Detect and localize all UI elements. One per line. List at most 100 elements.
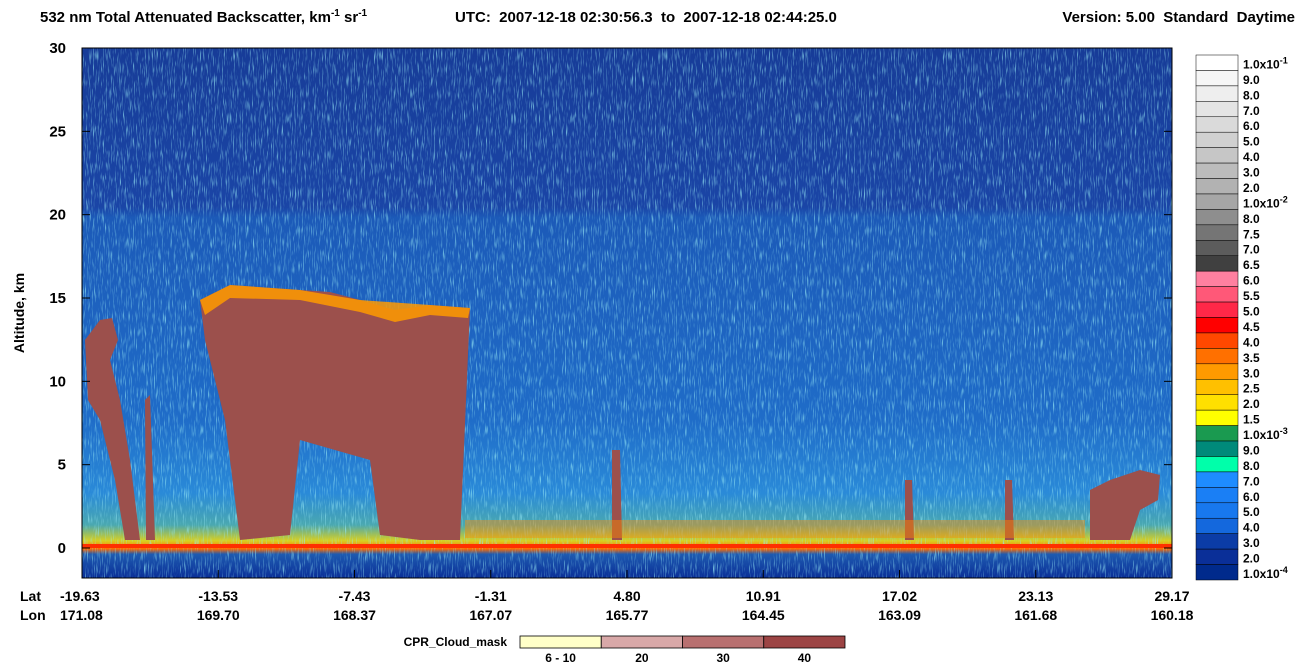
colorbar-label: 7.0: [1243, 474, 1260, 488]
y-tick-label: 30: [49, 40, 66, 57]
colorbar-exponent: -4: [1280, 565, 1288, 575]
colorbar-swatch: [1195, 317, 1239, 334]
surface-line: [82, 544, 1172, 548]
colorbar-swatch: [1195, 440, 1239, 457]
colorbar-label: 6.0: [1243, 274, 1260, 288]
colorbar-label: 5.0: [1243, 305, 1260, 319]
lon-tick-label: 160.18: [1151, 607, 1194, 623]
colorbar-label: 9.0: [1243, 73, 1260, 87]
colorbar-label: 5.0: [1243, 505, 1260, 519]
colorbar-exponent: -2: [1280, 194, 1288, 204]
colorbar-swatch: [1195, 162, 1239, 179]
colorbar-swatch: [1195, 301, 1239, 318]
colorbar-swatch: [1195, 240, 1239, 256]
colorbar-label: 7.5: [1243, 227, 1260, 241]
colorbar-label: 3.0: [1243, 536, 1260, 550]
colorbar-label: 6.0: [1243, 490, 1260, 504]
colorbar-label: 4.0: [1243, 335, 1260, 349]
colorbar-label: 5.0: [1243, 135, 1260, 149]
lon-tick-label: 169.70: [197, 607, 240, 623]
colorbar-swatch: [1195, 471, 1239, 488]
y-tick-label: 5: [58, 457, 66, 474]
colorbar-swatch: [1195, 502, 1239, 519]
colorbar-swatch: [1195, 270, 1239, 287]
lon-tick-label: 167.07: [469, 607, 512, 623]
lon-tick-label: 161.68: [1014, 607, 1057, 623]
colorbar-swatch: [1195, 487, 1239, 504]
cloud-mask-label: 20: [635, 651, 649, 665]
colorbar-swatch: [1195, 379, 1239, 395]
colorbar-label: 4.0: [1243, 521, 1260, 535]
colorbar-swatch: [1195, 564, 1239, 581]
colorbar-exponent: -3: [1280, 426, 1288, 436]
colorbar-label: 1.5: [1243, 413, 1260, 427]
colorbar-label: 8.0: [1243, 212, 1260, 226]
colorbar-swatch: [1195, 533, 1239, 550]
colorbar-label: 8.0: [1243, 459, 1260, 473]
colorbar-label: 1.0x10-1: [1243, 55, 1288, 71]
boundary-layer: [465, 520, 1085, 538]
y-tick-label: 25: [49, 123, 66, 140]
lat-tick-label: 10.91: [746, 588, 781, 604]
colorbar-label: 3.5: [1243, 351, 1260, 365]
colorbar-label: 4.5: [1243, 320, 1260, 334]
cloud-mask-swatch: [600, 635, 683, 649]
cloud-mask-label: 40: [798, 651, 812, 665]
y-tick-label: 10: [49, 373, 66, 390]
lat-tick-label: -19.63: [60, 588, 100, 604]
colorbar-label: 5.5: [1243, 289, 1260, 303]
colorbar-label: 1.0x10-3: [1243, 426, 1288, 442]
colorbar-swatch: [1195, 286, 1239, 303]
cloud-mask-swatch: [763, 635, 846, 649]
lon-label: Lon: [20, 607, 46, 623]
colorbar-swatch: [1195, 517, 1239, 534]
y-tick-label: 15: [49, 290, 66, 307]
plot-field: [82, 48, 1172, 578]
colorbar-label: 8.0: [1243, 88, 1260, 102]
title-sup: -1: [358, 8, 367, 19]
colorbar-label: 2.0: [1243, 181, 1260, 195]
colorbar-mantissa: 1.0x10: [1243, 567, 1280, 581]
colorbar-mantissa: 1.0x10: [1243, 57, 1280, 71]
colorbar-swatch: [1195, 193, 1239, 210]
colorbar-swatch: [1195, 394, 1239, 411]
lon-tick-label: 168.37: [333, 607, 376, 623]
colorbar-swatch: [1195, 332, 1239, 349]
colorbar-swatch: [1195, 101, 1239, 118]
lat-tick-label: 29.17: [1154, 588, 1189, 604]
colorbar-label: 2.0: [1243, 397, 1260, 411]
colorbar-label: 7.0: [1243, 104, 1260, 118]
colorbar-swatch: [1195, 224, 1239, 241]
colorbar-swatch: [1195, 348, 1239, 365]
lon-tick-label: 165.77: [606, 607, 649, 623]
title-part: 532 nm Total Attenuated Backscatter, km: [40, 9, 331, 26]
y-tick-label: 20: [49, 207, 66, 224]
colorbar-swatch: [1195, 131, 1239, 148]
colorbar-swatch: [1195, 178, 1239, 195]
lat-tick-label: -1.31: [475, 588, 507, 604]
colorbar-swatch: [1195, 363, 1239, 380]
colorbar-label: 6.5: [1243, 258, 1260, 272]
colorbar-label: 2.5: [1243, 382, 1260, 396]
lat-label: Lat: [20, 588, 41, 604]
colorbar-swatch: [1195, 54, 1239, 71]
lat-tick-label: 23.13: [1018, 588, 1053, 604]
colorbar-swatch: [1195, 209, 1239, 226]
colorbar-mantissa: 1.0x10: [1243, 428, 1280, 442]
colorbar-swatch: [1195, 425, 1239, 442]
colorbar-swatch: [1195, 548, 1239, 565]
colorbar-label: 1.0x10-2: [1243, 194, 1288, 210]
cloud-tops: [200, 285, 470, 322]
colorbar-swatch: [1195, 409, 1239, 426]
colorbar-swatch: [1195, 255, 1239, 272]
colorbar-label: 3.0: [1243, 366, 1260, 380]
lon-tick-label: 171.08: [60, 607, 103, 623]
chart-title: 532 nm Total Attenuated Backscatter, km-…: [40, 8, 368, 26]
colorbar-label: 6.0: [1243, 119, 1260, 133]
cloud-mask-swatch: [682, 635, 765, 649]
title-sup: -1: [331, 8, 340, 19]
colorbar-label: 9.0: [1243, 443, 1260, 457]
